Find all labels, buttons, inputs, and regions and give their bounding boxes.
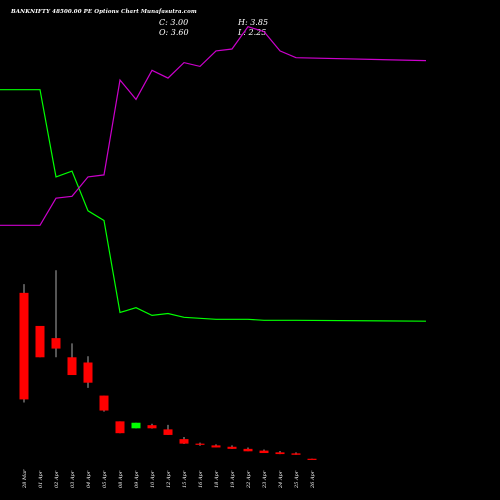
x-tick-label: 02 Apr bbox=[54, 470, 60, 488]
x-tick-label: 24 Apr bbox=[278, 470, 284, 489]
candle-body bbox=[227, 446, 237, 449]
x-tick-label: 23 Apr bbox=[262, 470, 268, 489]
x-tick-label: 15 Apr bbox=[182, 470, 188, 488]
x-tick-label: 03 Apr bbox=[70, 470, 76, 488]
candle-body bbox=[179, 439, 189, 444]
candle-body bbox=[67, 357, 77, 376]
x-tick-label: 19 Apr bbox=[230, 470, 236, 488]
price-line bbox=[0, 89, 427, 322]
x-tick-label: 16 Apr bbox=[198, 470, 204, 488]
candle-body bbox=[243, 448, 253, 452]
candle-body bbox=[259, 450, 269, 454]
x-tick-label: 09 Apr bbox=[134, 470, 140, 488]
x-tick-label: 01 Apr bbox=[38, 470, 44, 488]
candle-body bbox=[19, 292, 29, 400]
candle-body bbox=[195, 443, 205, 445]
candle-body bbox=[99, 395, 109, 411]
x-tick-label: 05 Apr bbox=[102, 470, 108, 488]
oi-line bbox=[0, 26, 427, 226]
candle-body bbox=[51, 338, 61, 349]
x-tick-label: 08 Apr bbox=[118, 470, 124, 488]
x-tick-label: 12 Apr bbox=[166, 470, 172, 488]
candle-body bbox=[131, 422, 141, 429]
x-tick-label: 25 Apr bbox=[294, 470, 300, 489]
x-tick-label: 28 Mar bbox=[22, 469, 28, 489]
chart-title: BANKNIFTY 48500.00 PE Options Chart Muna… bbox=[11, 9, 197, 15]
candle-body bbox=[275, 452, 285, 455]
x-tick-label: 26 Apr bbox=[310, 470, 316, 489]
candle-body bbox=[35, 325, 45, 358]
candle-body bbox=[83, 362, 93, 383]
candle-body bbox=[307, 458, 317, 460]
candle-body bbox=[115, 421, 125, 434]
candle-body bbox=[291, 453, 301, 455]
lines-layer bbox=[0, 26, 427, 322]
close-value: C: 3.00 bbox=[159, 18, 189, 27]
low-value: L: 2.25 bbox=[238, 28, 267, 37]
candle-body bbox=[147, 425, 157, 429]
candle-body bbox=[163, 429, 173, 435]
x-axis-ticks: 28 Mar 01 Apr 02 Apr 03 Apr 04 Apr 05 Apr 08 A… bbox=[22, 469, 316, 489]
open-value: O: 3.60 bbox=[159, 28, 189, 37]
high-value: H: 3.85 bbox=[238, 18, 269, 27]
x-tick-label: 10 Apr bbox=[150, 470, 156, 488]
x-tick-label: 04 Apr bbox=[86, 470, 92, 488]
candles-layer bbox=[19, 270, 317, 460]
x-tick-label: 18 Apr bbox=[214, 470, 220, 488]
x-tick-label: 22 Apr bbox=[246, 470, 252, 489]
candle-body bbox=[211, 445, 221, 448]
